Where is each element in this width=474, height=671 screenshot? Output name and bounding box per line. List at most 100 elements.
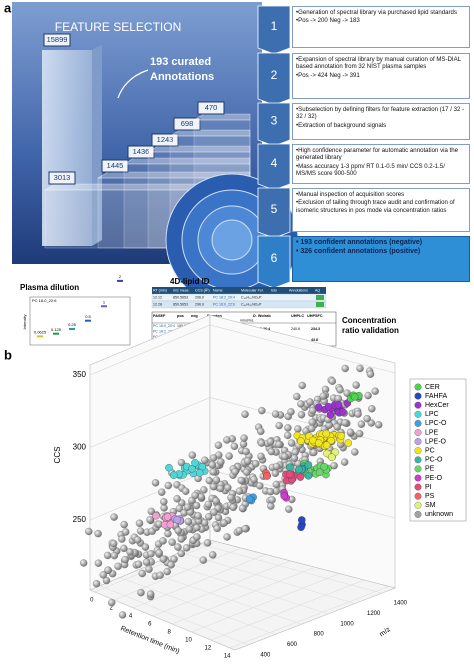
step-line: •Exclusion of tailing through trace audi… [296, 199, 455, 214]
grid-line [89, 469, 396, 521]
validation-title: ratio validation [342, 326, 399, 335]
point [356, 364, 364, 373]
point [194, 512, 202, 520]
point [174, 526, 182, 535]
point [164, 481, 173, 490]
point [266, 437, 275, 446]
panel-label: a [4, 0, 12, 15]
grid-line [133, 554, 266, 609]
validation-cell: 43.8 [311, 338, 318, 342]
lipid-id-title: 4D-lipid ID [170, 277, 210, 286]
point [240, 434, 248, 442]
grid-line [152, 560, 291, 617]
lipid-header-bg [152, 287, 326, 294]
step-number: 3 [271, 114, 278, 128]
lipid-header: Molecular For. [241, 288, 264, 292]
legend-swatch [414, 501, 422, 509]
point [151, 479, 160, 487]
point [142, 558, 151, 566]
circle-label-wrap: Traces and intensities [206, 176, 258, 194]
step-chevron [257, 5, 291, 55]
point [267, 502, 275, 510]
count: 3013 [54, 173, 71, 182]
point [217, 458, 225, 466]
z-tick-label: 800 [314, 632, 325, 638]
y-tick-label: 300 [73, 443, 87, 452]
legend-label: PC-O [425, 457, 443, 464]
point [352, 381, 360, 389]
class-point [337, 432, 346, 440]
class-point [350, 393, 359, 401]
point [212, 476, 221, 484]
point [341, 364, 349, 373]
point [346, 428, 355, 436]
point [268, 496, 276, 504]
lipid-cell: PC 18:2_20:4 [213, 295, 235, 299]
point [298, 381, 306, 390]
point [287, 408, 295, 416]
point [267, 447, 276, 456]
point [137, 588, 145, 597]
class-point [320, 462, 328, 471]
class-point [191, 459, 199, 467]
stair-step [146, 145, 251, 153]
lipid-header: Annotations [289, 288, 308, 292]
floor [89, 539, 396, 651]
point [126, 548, 134, 556]
point [340, 458, 349, 466]
legend-swatch [414, 456, 422, 464]
x-tick-label: 6 [148, 622, 152, 628]
point [336, 386, 344, 394]
point [110, 539, 118, 548]
x-tick-label: 12 [204, 646, 211, 652]
point [223, 436, 231, 444]
lipid-cell: 12.12 [153, 295, 162, 299]
point [209, 454, 218, 462]
point [212, 497, 220, 505]
point [319, 392, 327, 400]
point [104, 566, 112, 574]
y-axis-label: CCS [53, 447, 62, 464]
legend-swatch [414, 510, 422, 518]
point [118, 535, 126, 543]
point [290, 454, 299, 462]
point [103, 551, 112, 560]
step-chevron [257, 143, 291, 191]
point [205, 513, 213, 521]
legend-swatch [414, 483, 422, 491]
point [281, 452, 289, 461]
point [136, 527, 145, 535]
legend-swatch [414, 447, 422, 455]
validation-header: PASEF [153, 314, 166, 318]
plasma-y-label: Intensity [22, 315, 27, 330]
point [168, 538, 176, 546]
dilution-label: 1 [103, 299, 106, 304]
point [354, 410, 362, 418]
point [173, 495, 181, 503]
point [167, 561, 175, 569]
point [159, 555, 168, 563]
plasma-plot-frame [29, 296, 131, 346]
point [147, 550, 155, 558]
lipid-header: m/z meas. [173, 288, 190, 292]
point [333, 423, 341, 431]
legend-swatch [414, 429, 422, 436]
step-chevron [257, 187, 291, 239]
legend-swatch [414, 383, 422, 391]
z-tick-label: 600 [287, 642, 298, 648]
point [231, 468, 239, 476]
grid-line [89, 397, 396, 448]
legend-swatch [414, 392, 422, 400]
point [252, 460, 260, 468]
class-point [297, 523, 305, 531]
step-chevron [257, 235, 291, 289]
point [122, 528, 130, 536]
class-point [152, 512, 160, 520]
point [330, 462, 338, 470]
plasma-plot-title: PC 16:0_22:6 [32, 298, 57, 303]
z-tick-label: 1200 [367, 611, 381, 617]
step-box: •High confidence parameter for automatic… [292, 144, 470, 184]
point [203, 539, 212, 547]
lipid-header: Name [213, 288, 223, 292]
step-line: •Manual inspection of acquisition scores [296, 191, 405, 198]
